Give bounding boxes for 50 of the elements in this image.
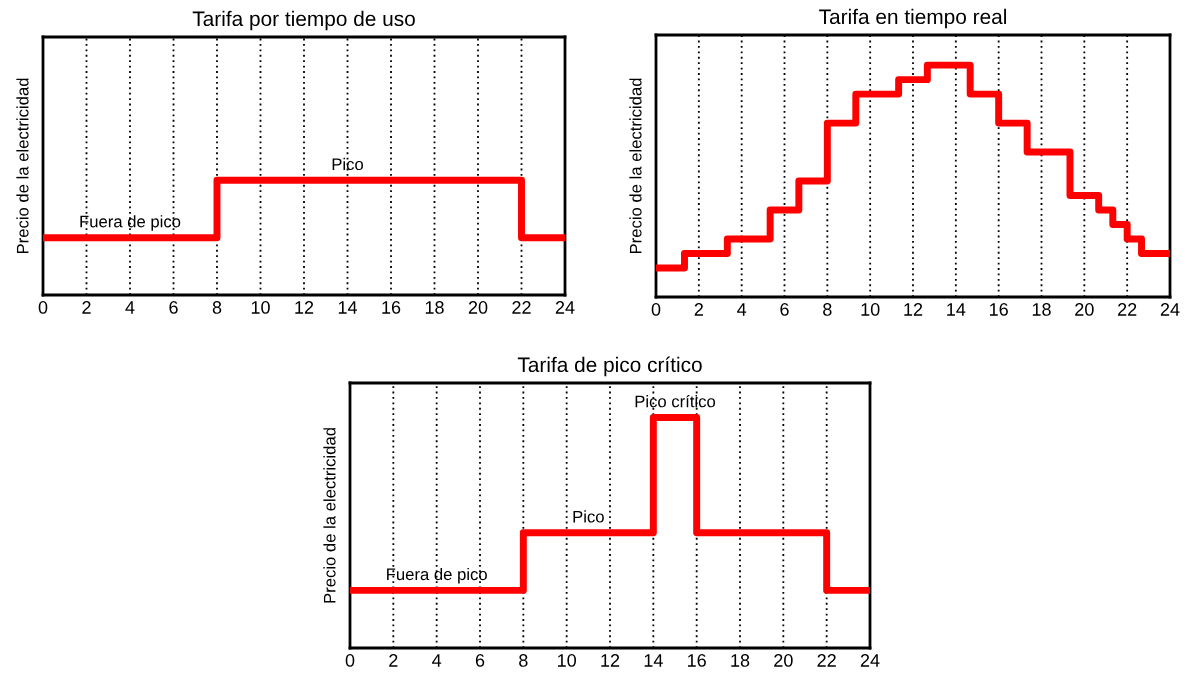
annotation: Pico [573, 510, 604, 523]
annotation: Fuera de pico [80, 215, 181, 231]
x-tick-label: 14 [947, 303, 966, 316]
x-tick-label: 8 [823, 303, 832, 316]
x-tick-label: 8 [212, 301, 222, 314]
x-tick-label: 24 [860, 654, 880, 667]
x-tick-label: 16 [990, 303, 1008, 316]
x-tick-label: 24 [555, 301, 575, 314]
x-tick-label: 20 [1075, 303, 1094, 316]
x-tick-label: 4 [432, 654, 442, 667]
x-tick-label: 10 [861, 303, 880, 316]
annotation: Pico [332, 157, 364, 171]
y-axis-title: Precio de la electricidad [16, 78, 29, 254]
x-tick-label: 22 [1118, 303, 1137, 316]
x-tick-label: 20 [468, 301, 488, 314]
x-tick-label: 12 [904, 303, 923, 316]
y-axis-title: Precio de la electricidad [323, 428, 336, 603]
x-tick-label: 8 [519, 654, 528, 667]
x-tick-label: 12 [601, 654, 620, 667]
x-tick-label: 2 [389, 654, 398, 667]
chart-title: Tarifa en tiempo real [819, 8, 1006, 29]
annotation: Fuera de pico [387, 567, 487, 584]
x-tick-label: 22 [512, 301, 531, 314]
x-tick-label: 6 [780, 303, 789, 316]
x-tick-label: 24 [1160, 303, 1180, 316]
x-tick-label: 14 [644, 654, 663, 667]
x-tick-label: 2 [82, 301, 91, 314]
x-tick-label: 4 [125, 301, 135, 314]
y-axis-title: Precio de la electricidad [629, 78, 642, 254]
annotation: Pico crítico [635, 394, 716, 408]
x-tick-label: 0 [651, 303, 661, 316]
x-tick-label: 16 [382, 301, 401, 314]
chart-title: Tarifa por tiempo de uso [192, 10, 415, 31]
x-tick-label: 6 [475, 654, 485, 667]
x-tick-label: 22 [817, 654, 836, 667]
x-tick-label: 10 [251, 301, 270, 314]
x-tick-label: 0 [38, 301, 48, 314]
x-tick-label: 6 [169, 301, 178, 314]
x-tick-label: 0 [345, 654, 355, 667]
x-tick-label: 16 [688, 654, 706, 667]
x-tick-label: 12 [295, 301, 314, 314]
x-tick-label: 18 [731, 654, 750, 667]
x-tick-label: 18 [425, 301, 444, 314]
x-tick-label: 20 [774, 654, 793, 667]
x-tick-label: 18 [1032, 303, 1051, 316]
chart-title: Tarifa de pico crítico [517, 356, 702, 377]
x-tick-label: 4 [737, 303, 747, 316]
x-tick-label: 14 [338, 301, 358, 314]
x-tick-label: 2 [694, 303, 703, 316]
x-tick-label: 10 [558, 654, 576, 667]
